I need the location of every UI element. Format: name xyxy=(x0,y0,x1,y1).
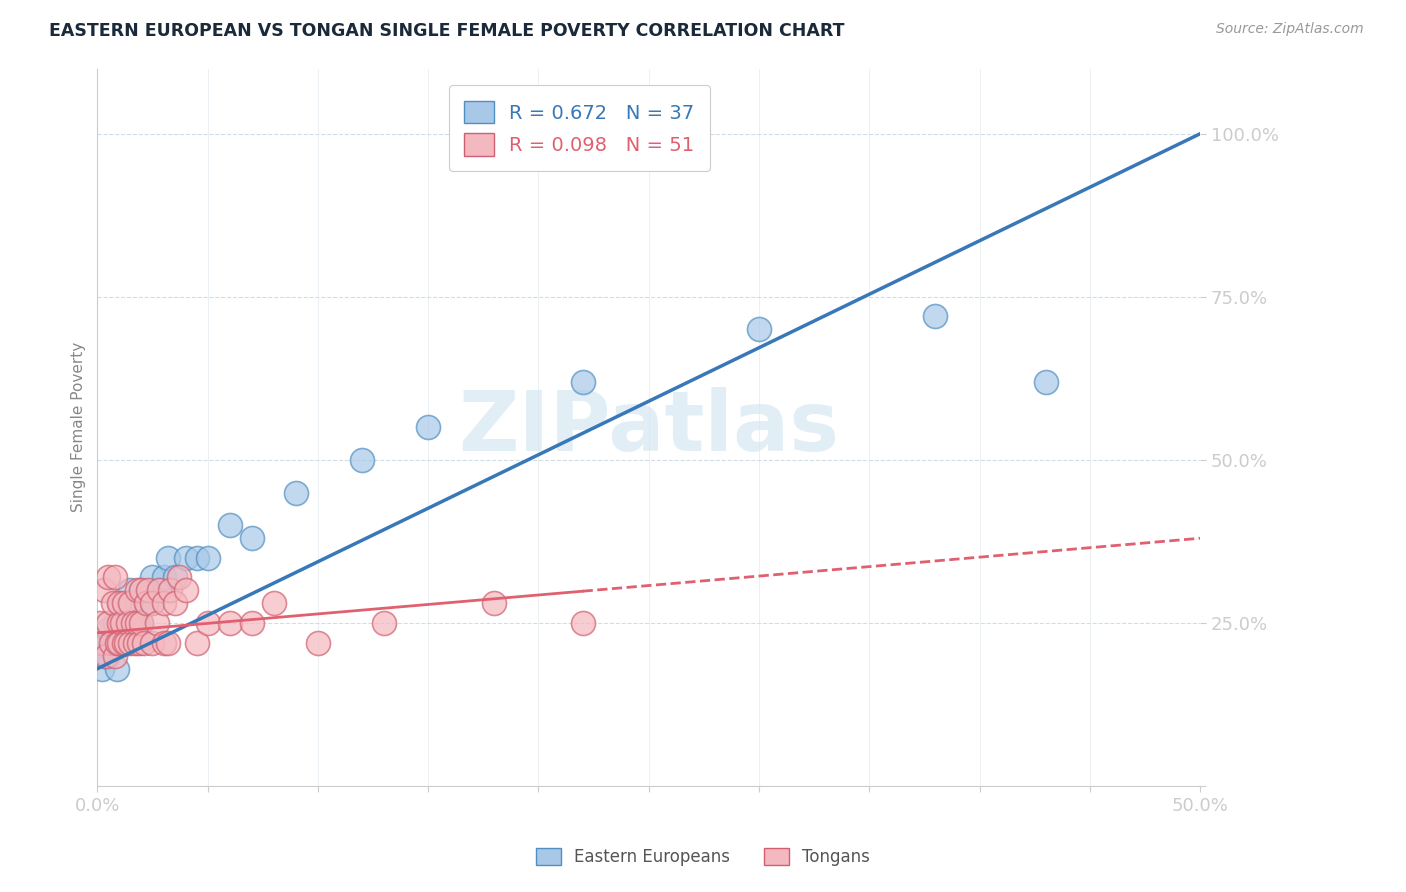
Point xyxy=(418,420,440,434)
Point xyxy=(105,662,128,676)
Point xyxy=(240,615,263,630)
Point xyxy=(136,583,159,598)
Text: ZIPatlas: ZIPatlas xyxy=(458,387,839,467)
Point xyxy=(120,615,142,630)
Point xyxy=(197,615,219,630)
Point xyxy=(152,635,174,649)
Point xyxy=(121,615,143,630)
Point xyxy=(100,635,122,649)
Point xyxy=(101,635,124,649)
Point xyxy=(120,583,142,598)
Point xyxy=(152,597,174,611)
Point xyxy=(240,531,263,545)
Point xyxy=(307,635,329,649)
Point xyxy=(104,570,127,584)
Point xyxy=(89,615,111,630)
Point xyxy=(148,583,170,598)
Point xyxy=(120,597,142,611)
Point xyxy=(131,583,153,598)
Point xyxy=(132,635,155,649)
Point xyxy=(484,597,506,611)
Point xyxy=(141,635,163,649)
Point xyxy=(97,648,120,663)
Point xyxy=(124,615,146,630)
Point xyxy=(93,583,115,598)
Point xyxy=(108,597,131,611)
Point xyxy=(124,635,146,649)
Point xyxy=(131,615,153,630)
Point xyxy=(141,597,163,611)
Point xyxy=(218,518,240,533)
Text: Source: ZipAtlas.com: Source: ZipAtlas.com xyxy=(1216,22,1364,37)
Point xyxy=(159,583,181,598)
Point xyxy=(101,597,124,611)
Point xyxy=(97,615,120,630)
Point xyxy=(105,635,128,649)
Point xyxy=(112,597,135,611)
Point xyxy=(96,648,118,663)
Point xyxy=(90,662,112,676)
Point xyxy=(197,550,219,565)
Point xyxy=(141,597,163,611)
Point xyxy=(350,453,373,467)
Legend: Eastern Europeans, Tongans: Eastern Europeans, Tongans xyxy=(527,840,879,875)
Point xyxy=(174,583,197,598)
Point xyxy=(167,570,190,584)
Point xyxy=(141,570,163,584)
Point xyxy=(108,615,131,630)
Point xyxy=(156,550,179,565)
Point xyxy=(115,635,138,649)
Point xyxy=(163,570,186,584)
Point xyxy=(571,615,593,630)
Point xyxy=(571,375,593,389)
Point xyxy=(108,597,131,611)
Point xyxy=(115,635,138,649)
Point xyxy=(110,615,132,630)
Point xyxy=(104,648,127,663)
Point xyxy=(135,597,157,611)
Point xyxy=(112,635,135,649)
Text: EASTERN EUROPEAN VS TONGAN SINGLE FEMALE POVERTY CORRELATION CHART: EASTERN EUROPEAN VS TONGAN SINGLE FEMALE… xyxy=(49,22,845,40)
Point xyxy=(218,615,240,630)
Point xyxy=(117,615,139,630)
Point xyxy=(125,583,148,598)
Point xyxy=(186,635,208,649)
Point xyxy=(748,322,770,336)
Point xyxy=(90,635,112,649)
Y-axis label: Single Female Poverty: Single Female Poverty xyxy=(72,343,86,513)
Point xyxy=(152,570,174,584)
Point xyxy=(131,583,153,598)
Point xyxy=(163,597,186,611)
Point xyxy=(125,597,148,611)
Point xyxy=(128,635,150,649)
Legend: R = 0.672   N = 37, R = 0.098   N = 51: R = 0.672 N = 37, R = 0.098 N = 51 xyxy=(449,86,710,171)
Point xyxy=(186,550,208,565)
Point xyxy=(97,623,120,637)
Point xyxy=(373,615,395,630)
Point xyxy=(108,635,131,649)
Point xyxy=(125,615,148,630)
Point xyxy=(924,310,946,324)
Point xyxy=(131,615,153,630)
Point xyxy=(112,623,135,637)
Point xyxy=(284,485,307,500)
Point xyxy=(97,570,120,584)
Point xyxy=(1035,375,1057,389)
Point xyxy=(146,615,169,630)
Point xyxy=(93,648,115,663)
Point xyxy=(104,615,127,630)
Point xyxy=(174,550,197,565)
Point xyxy=(263,597,285,611)
Point xyxy=(108,635,131,649)
Point xyxy=(148,583,170,598)
Point xyxy=(96,635,118,649)
Point xyxy=(156,635,179,649)
Point xyxy=(135,597,157,611)
Point xyxy=(120,635,142,649)
